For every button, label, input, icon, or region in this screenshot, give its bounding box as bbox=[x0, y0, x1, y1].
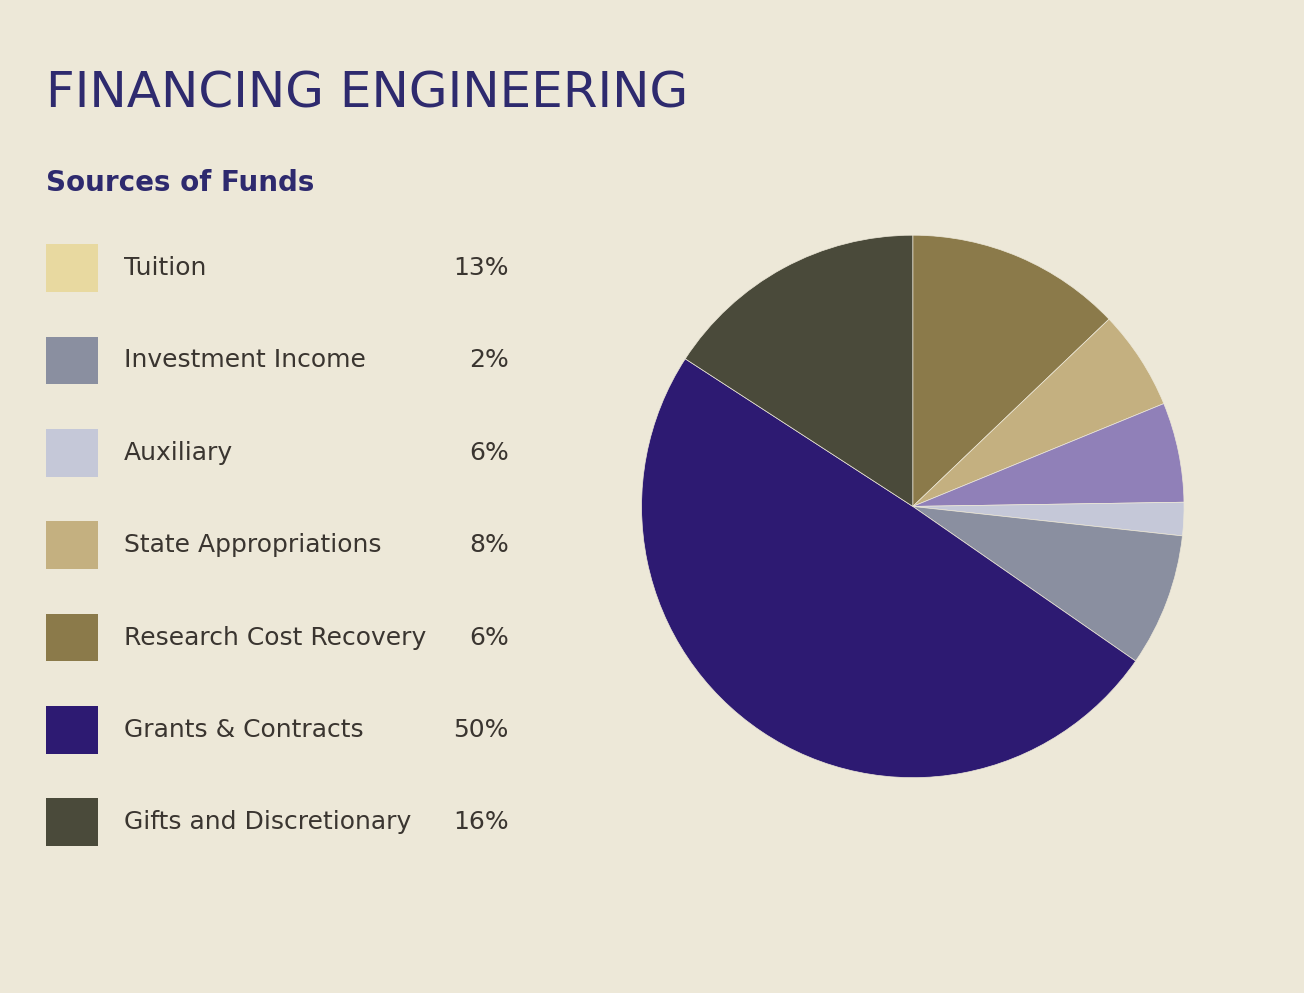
Text: 6%: 6% bbox=[469, 626, 509, 649]
Text: 50%: 50% bbox=[454, 718, 509, 742]
FancyBboxPatch shape bbox=[46, 614, 98, 661]
FancyBboxPatch shape bbox=[46, 521, 98, 569]
Text: Investment Income: Investment Income bbox=[124, 349, 365, 372]
FancyBboxPatch shape bbox=[46, 429, 98, 477]
Text: Sources of Funds: Sources of Funds bbox=[46, 169, 314, 197]
FancyBboxPatch shape bbox=[46, 706, 98, 754]
Text: Research Cost Recovery: Research Cost Recovery bbox=[124, 626, 426, 649]
Wedge shape bbox=[913, 319, 1163, 506]
FancyBboxPatch shape bbox=[46, 798, 98, 846]
Text: 6%: 6% bbox=[469, 441, 509, 465]
Text: 13%: 13% bbox=[452, 256, 509, 280]
Text: Tuition: Tuition bbox=[124, 256, 206, 280]
Text: Grants & Contracts: Grants & Contracts bbox=[124, 718, 364, 742]
Text: State Appropriations: State Appropriations bbox=[124, 533, 381, 557]
Text: 16%: 16% bbox=[452, 810, 509, 834]
FancyBboxPatch shape bbox=[46, 244, 98, 292]
Wedge shape bbox=[642, 358, 1136, 778]
Wedge shape bbox=[913, 506, 1183, 661]
Text: FINANCING ENGINEERING: FINANCING ENGINEERING bbox=[46, 70, 689, 117]
FancyBboxPatch shape bbox=[46, 337, 98, 384]
Wedge shape bbox=[913, 235, 1108, 506]
Text: Auxiliary: Auxiliary bbox=[124, 441, 233, 465]
Text: Gifts and Discretionary: Gifts and Discretionary bbox=[124, 810, 411, 834]
Wedge shape bbox=[685, 235, 913, 506]
Text: 2%: 2% bbox=[469, 349, 509, 372]
Text: 8%: 8% bbox=[469, 533, 509, 557]
Wedge shape bbox=[913, 403, 1184, 506]
Wedge shape bbox=[913, 502, 1184, 536]
